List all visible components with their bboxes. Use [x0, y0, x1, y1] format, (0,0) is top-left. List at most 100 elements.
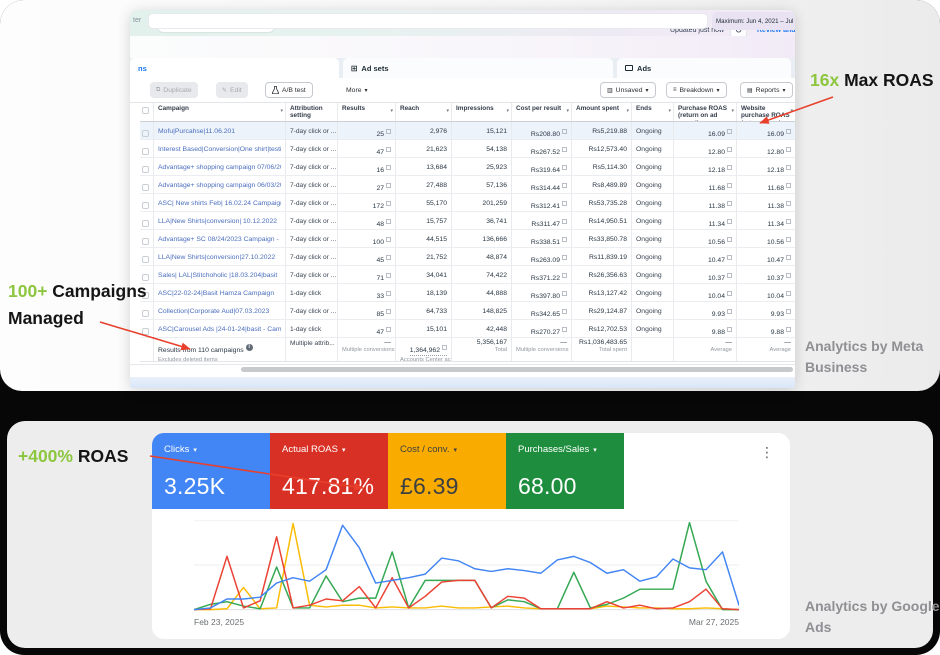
table-row[interactable]: ASC|Carousel Ads |24-01-24|basit - Campa… [140, 320, 795, 338]
info-icon: i [245, 344, 253, 352]
purchases-sales-value: 68.00 [518, 473, 577, 499]
header-cost-per-result[interactable]: Cost per result ▾ [512, 103, 572, 121]
header-attribution[interactable]: Attribution setting [286, 103, 338, 121]
row-checkbox[interactable] [142, 274, 149, 281]
header-amount-spent[interactable]: Amount spent ▾ [572, 103, 632, 121]
ends-cell: Ongoing [636, 128, 662, 135]
table-row[interactable]: LLA|New Shirts|conversion| 10.12.2022 7-… [140, 212, 795, 230]
website-roas-value: 10.56 [767, 237, 791, 247]
table-row[interactable]: Advantage+ shopping campaign 07/06/2023 … [140, 158, 795, 176]
purchase-roas-value: 12.18 [708, 165, 732, 175]
header-results[interactable]: Results ▾ [338, 103, 396, 121]
tab-campaigns[interactable]: ns [130, 58, 339, 78]
chevron-down-icon: ▾ [506, 108, 509, 114]
campaign-link[interactable]: LLA|New Shirts|conversion|27.10.2022 [158, 254, 276, 261]
meta-business-caption: Analytics by Meta Business [805, 338, 924, 375]
scrollbar-thumb[interactable] [241, 367, 793, 372]
flask-icon [272, 86, 279, 94]
refresh-icon: ↻ [734, 25, 743, 35]
chevron-down-icon: ▾ [790, 108, 793, 114]
ends-cell: Ongoing [636, 236, 662, 243]
table-row[interactable]: LLA|New Shirts|conversion|27.10.2022 7-d… [140, 248, 795, 266]
reports-button[interactable]: ▤ Reports ▾ [740, 82, 793, 98]
header-purchase-roas[interactable]: Purchase ROAS (return on ad spend) ↓▾ [674, 103, 737, 121]
campaign-link[interactable]: Collection|Corporate Aud|07.03.2023 [158, 308, 270, 315]
annotation-max-roas-highlight: 16x [810, 70, 840, 90]
amount-spent-cell: Rs8,489.89 [592, 182, 627, 189]
tab-ads[interactable]: Ads [617, 58, 791, 78]
ab-test-button[interactable]: A/B test [265, 82, 313, 98]
row-checkbox[interactable] [142, 202, 149, 209]
row-checkbox[interactable] [142, 220, 149, 227]
cost-per-result-value: Rs312.41 [531, 201, 567, 211]
purchase-roas-value: 11.38 [708, 201, 732, 211]
campaign-link[interactable]: Advantage+ shopping campaign 07/06/2023 … [158, 164, 281, 171]
search-filter-input[interactable] [148, 13, 708, 29]
header-ends[interactable]: Ends ▾ [632, 103, 674, 121]
breakdown-button[interactable]: ≡ Breakdown ▾ [666, 82, 727, 98]
table-row[interactable]: Collection|Corporate Aud|07.03.2023 7-da… [140, 302, 795, 320]
row-checkbox[interactable] [142, 130, 149, 137]
kebab-menu-icon[interactable]: ⋮ [760, 444, 774, 460]
chevron-down-icon: ▾ [716, 87, 720, 94]
select-all-checkbox[interactable] [140, 103, 154, 121]
table-header-row: Campaign ▾ Attribution setting Results ▾ R… [140, 103, 795, 122]
date-start-label: Feb 23, 2025 [194, 617, 245, 627]
chevron-down-icon: ▾ [193, 446, 197, 454]
campaign-link[interactable]: Advantage+ SC 08/24/2023 Campaign - Camp… [158, 236, 281, 243]
cost-per-result-value: Rs397.80 [531, 291, 567, 301]
campaign-link[interactable]: Sales| LAL|Stitchoholic |18.03.204|basit [158, 272, 278, 279]
row-checkbox[interactable] [142, 238, 149, 245]
purchase-roas-value: 10.56 [708, 237, 732, 247]
row-checkbox[interactable] [142, 292, 149, 299]
chevron-down-icon: ▾ [668, 108, 671, 114]
header-impressions[interactable]: Impressions ▾ [452, 103, 512, 121]
campaign-link[interactable]: ASC| New shirts Feb| 16.02.24 Campaign [158, 200, 281, 207]
header-campaign[interactable]: Campaign ▾ [154, 103, 286, 121]
review-publish-button[interactable]: Review and publish [757, 27, 795, 34]
results-value: 172 [373, 201, 391, 211]
attribution-cell: 7-day click or ... [290, 254, 337, 261]
actual-roas-metric-dropdown[interactable]: Actual ROAS ▾ [282, 444, 346, 455]
campaign-link[interactable]: ASC|22-02-24|Basit Hamza Campaign [158, 290, 275, 297]
table-row[interactable]: Advantage+ SC 08/24/2023 Campaign - Camp… [140, 230, 795, 248]
sort-desc-icon: ↓ [701, 120, 704, 121]
bottom-strip [130, 377, 795, 388]
table-row[interactable]: ASC|22-02-24|Basit Hamza Campaign 1-day … [140, 284, 795, 302]
campaign-link[interactable]: Interest Based|Conversion|One shirt|test… [158, 146, 281, 153]
columns-unsaved-button[interactable]: ▥ Unsaved ▾ [600, 82, 656, 98]
chevron-down-icon: ▾ [446, 108, 449, 114]
tab-ad-sets[interactable]: ⊞ Ad sets [342, 58, 614, 78]
edit-button[interactable]: ✎ Edit [216, 82, 248, 98]
reach-cell: 13,684 [426, 164, 447, 171]
row-checkbox[interactable] [142, 166, 149, 173]
campaign-link[interactable]: ASC|Carousel Ads |24-01-24|basit - Campa… [158, 326, 281, 333]
table-row[interactable]: Advantage+ shopping campaign 06/03/2023|… [140, 176, 795, 194]
table-row[interactable]: ASC| New shirts Feb| 16.02.24 Campaign 7… [140, 194, 795, 212]
table-row[interactable]: Sales| LAL|Stitchoholic |18.03.204|basit… [140, 266, 795, 284]
campaign-link[interactable]: LLA|New Shirts|conversion| 10.12.2022 [158, 218, 278, 225]
ends-cell: Ongoing [636, 254, 662, 261]
header-reach[interactable]: Reach ▾ [396, 103, 452, 121]
reports-label: Reports [755, 86, 780, 94]
clicks-metric-dropdown[interactable]: Clicks ▾ [164, 444, 197, 455]
cost-per-conv-metric-dropdown[interactable]: Cost / conv. ▾ [400, 444, 457, 455]
row-checkbox[interactable] [142, 256, 149, 263]
duplicate-button[interactable]: ⧉ Duplicate [150, 82, 198, 98]
cost-per-result-value: Rs338.51 [531, 237, 567, 247]
table-row[interactable]: Interest Based|Conversion|One shirt|test… [140, 140, 795, 158]
table-body: Mofu|Purcahse|11.06.201 7-day click or .… [140, 122, 795, 338]
row-checkbox[interactable] [142, 148, 149, 155]
purchases-sales-metric-dropdown[interactable]: Purchases/Sales ▾ [518, 444, 597, 455]
campaign-link[interactable]: Mofu|Purcahse|11.06.201 [158, 128, 236, 135]
campaign-link[interactable]: Advantage+ shopping campaign 06/03/2023|… [158, 182, 281, 189]
date-range-chip[interactable]: Maximum: Jun 4, 2021 – Jul 4 [712, 12, 795, 30]
row-checkbox[interactable] [142, 184, 149, 191]
more-button[interactable]: More ▾ [340, 82, 374, 98]
table-row[interactable]: Mofu|Purcahse|11.06.201 7-day click or .… [140, 122, 795, 140]
tab-ad-sets-label: Ad sets [361, 63, 389, 73]
header-website-purchase-roas[interactable]: Website purchase ROAS (return on ad...▾ [741, 105, 793, 121]
row-checkbox[interactable] [142, 310, 149, 317]
reach-cell: 21,623 [426, 146, 447, 153]
results-value: 25 [376, 129, 391, 139]
